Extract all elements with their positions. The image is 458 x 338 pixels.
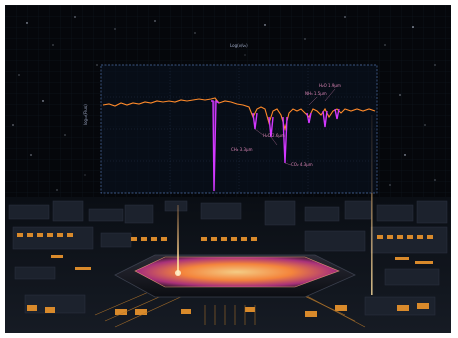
annotation-1: H₂O 2.6μm xyxy=(263,133,285,138)
chip-glowing-top xyxy=(135,257,339,287)
annotation-5: H₂O 1.9μm xyxy=(319,83,341,88)
chip-rim xyxy=(134,256,340,288)
beam-left xyxy=(177,205,179,275)
stars xyxy=(12,16,436,191)
beam-right xyxy=(371,115,373,295)
spectrum-line-orange xyxy=(102,97,376,132)
board-pads xyxy=(17,233,433,317)
annotation-2: CH₄ 3.3μm xyxy=(231,147,253,152)
top-axis-label: Log(ν/ν₀) xyxy=(230,43,248,48)
scene-frame: Log(ν/ν₀) log₁₀(Flux) H₂O 2.6μm CH₄ 3.3μ… xyxy=(5,5,451,333)
annotation-leaders xyxy=(254,88,336,166)
annotation-3: CO₂ 4.3μm xyxy=(291,162,313,167)
left-axis-label: log₁₀(Flux) xyxy=(83,104,88,125)
space-chip-spectrum-illustration xyxy=(5,5,451,333)
panel-gridlines xyxy=(101,65,377,193)
annotation-4: NH₃ 1.5μm xyxy=(305,91,327,96)
